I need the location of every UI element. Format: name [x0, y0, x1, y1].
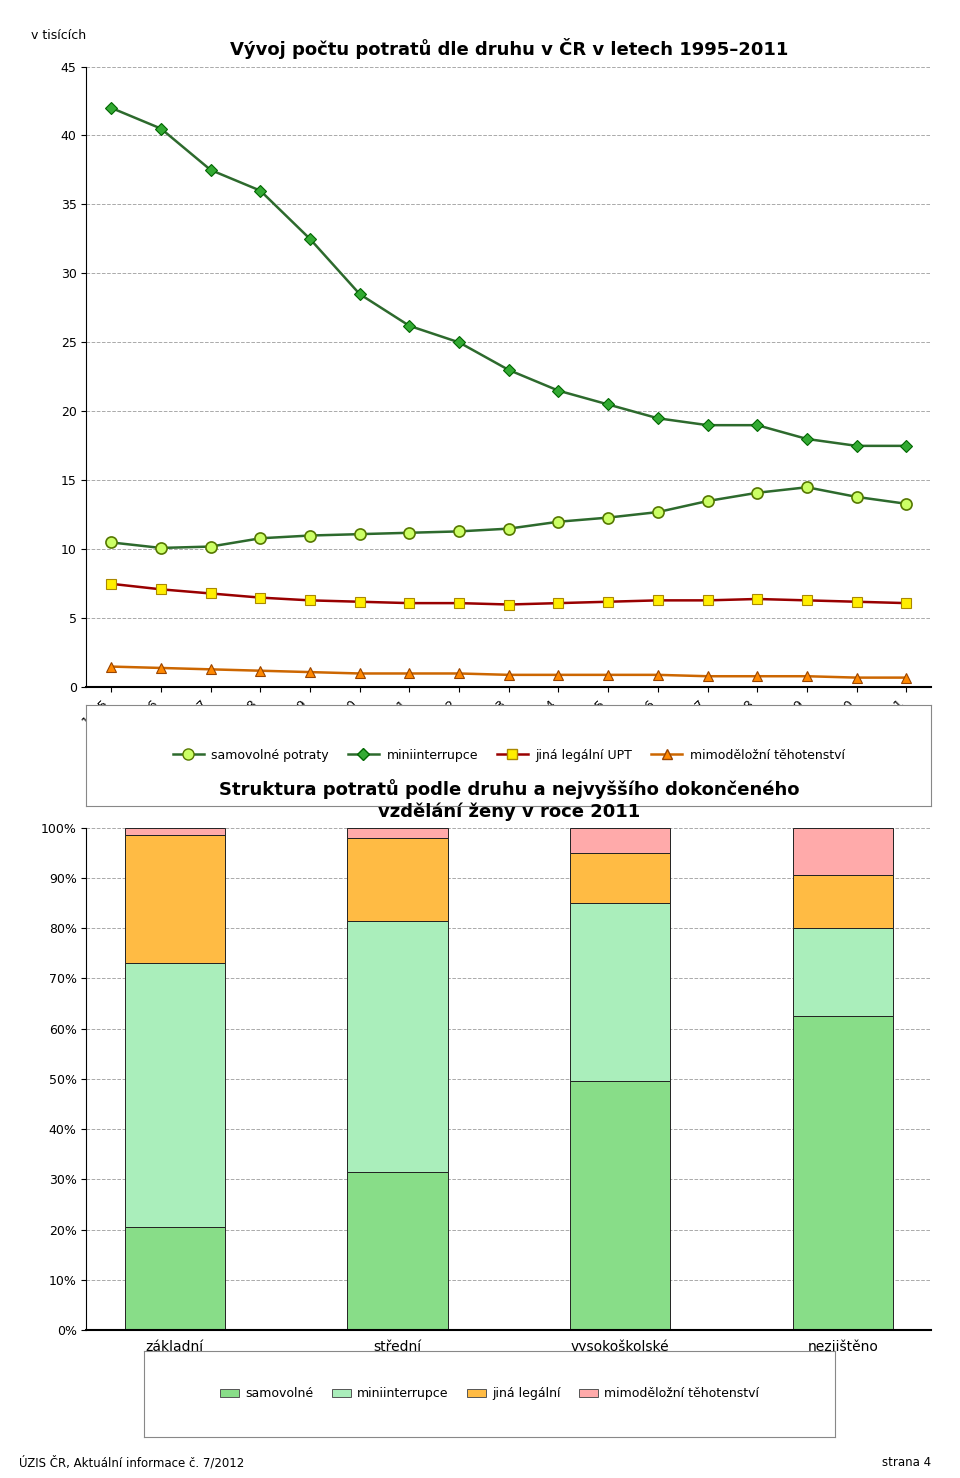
- Bar: [793, 1017, 893, 1330]
- Bar: [570, 828, 670, 853]
- Text: v tisících: v tisících: [32, 30, 86, 43]
- Legend: samovolné, miniinterrupce, jiná legální, mimoděložní těhotenství: samovolné, miniinterrupce, jiná legální,…: [215, 1382, 764, 1406]
- Bar: [570, 1082, 670, 1330]
- Bar: [125, 964, 225, 1227]
- Bar: [348, 921, 447, 1172]
- Bar: [348, 1172, 447, 1330]
- Bar: [570, 853, 670, 903]
- Title: Struktura potratů podle druhu a nejvyššího dokončeného
vzdělání ženy v roce 2011: Struktura potratů podle druhu a nejvyšší…: [219, 779, 799, 820]
- Bar: [125, 1227, 225, 1330]
- Bar: [125, 835, 225, 964]
- Title: Vývoj počtu potratů dle druhu v ČR v letech 1995–2011: Vývoj počtu potratů dle druhu v ČR v let…: [229, 38, 788, 59]
- Bar: [793, 828, 893, 875]
- Bar: [348, 828, 447, 838]
- Text: ÚZIS ČR, Aktuální informace č. 7/2012: ÚZIS ČR, Aktuální informace č. 7/2012: [19, 1456, 245, 1469]
- Bar: [348, 838, 447, 921]
- Bar: [793, 875, 893, 928]
- Bar: [125, 828, 225, 835]
- Legend: samovolné potraty, miniinterrupce, jiná legální UPT, mimoděložní těhotenství: samovolné potraty, miniinterrupce, jiná …: [168, 743, 850, 767]
- Text: strana 4: strana 4: [882, 1456, 931, 1469]
- Bar: [793, 928, 893, 1017]
- Bar: [570, 903, 670, 1082]
